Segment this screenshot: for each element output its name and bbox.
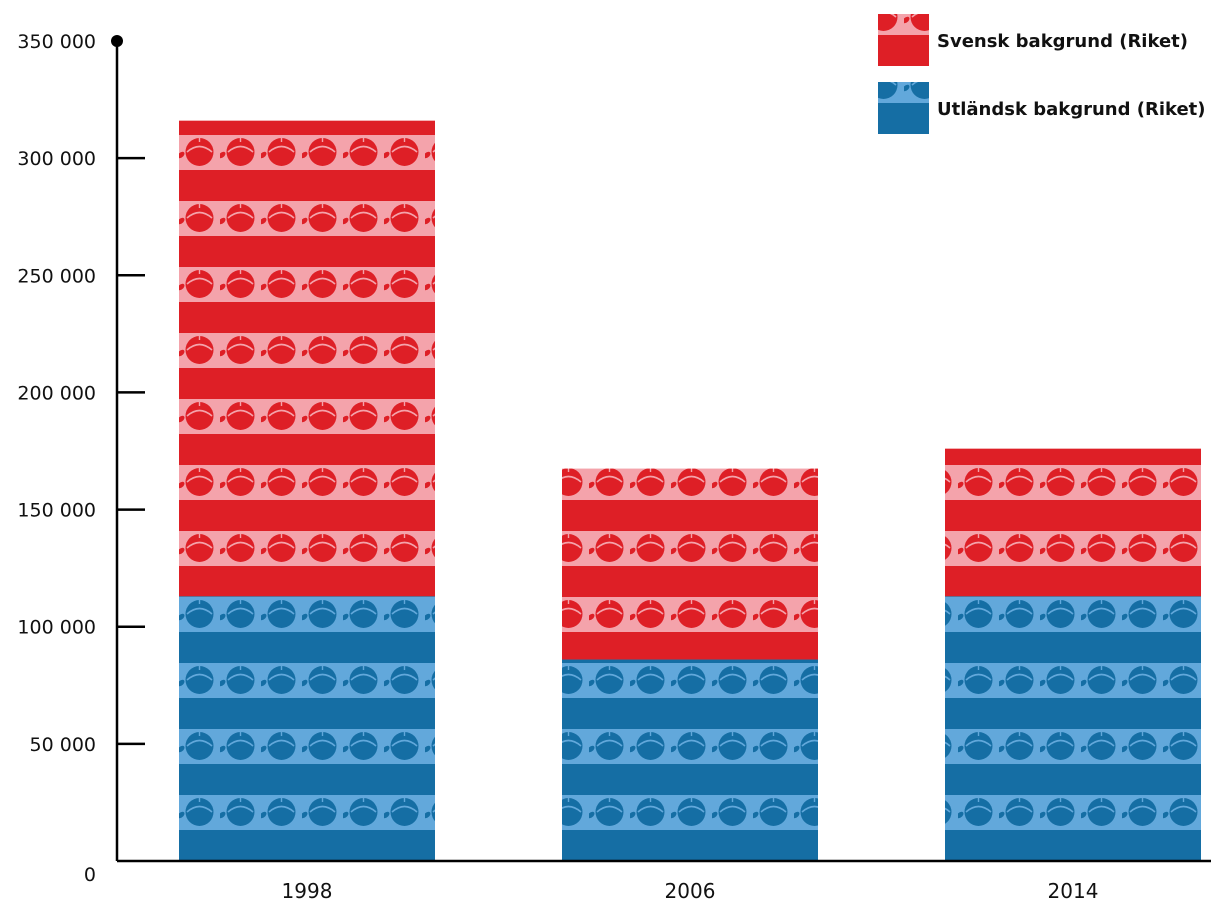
y-tick-label: 50 000 (30, 734, 96, 756)
legend-label-svensk: Svensk bakgrund (Riket) (937, 31, 1188, 52)
legend: Svensk bakgrund (Riket) Utländsk bakgrund… (878, 14, 1206, 134)
bar-utlandsk-2006 (562, 659, 818, 861)
y-tick-label: 350 000 (17, 31, 96, 53)
bar-utlandsk-1998 (179, 596, 435, 861)
legend-swatch-utlandsk (878, 82, 929, 134)
y-tick-label: 300 000 (17, 148, 96, 170)
bar-utlandsk-2014 (945, 596, 1201, 861)
legend-swatch-svensk (878, 14, 929, 66)
y-tick-label: 100 000 (17, 617, 96, 639)
bars-group (179, 120, 1201, 861)
y-tick-label: 200 000 (17, 382, 96, 404)
y-tick-label: 0 (84, 864, 96, 886)
y-tick-label: 150 000 (17, 500, 96, 522)
x-tick-label-2006: 2006 (665, 879, 716, 903)
y-axis-end-dot (111, 35, 123, 47)
x-tick-label-1998: 1998 (282, 879, 333, 903)
x-tick-label-2014: 2014 (1048, 879, 1099, 903)
legend-label-utlandsk: Utländsk bakgrund (Riket) (937, 99, 1206, 120)
axes-group: 0 50 000 100 000 150 000 200 000 250 000 300 0… (17, 31, 1211, 903)
y-tick-label: 250 000 (17, 265, 96, 287)
bar-svensk-2006 (562, 468, 818, 660)
bar-svensk-1998 (179, 120, 435, 597)
bar-svensk-2014 (945, 448, 1201, 597)
